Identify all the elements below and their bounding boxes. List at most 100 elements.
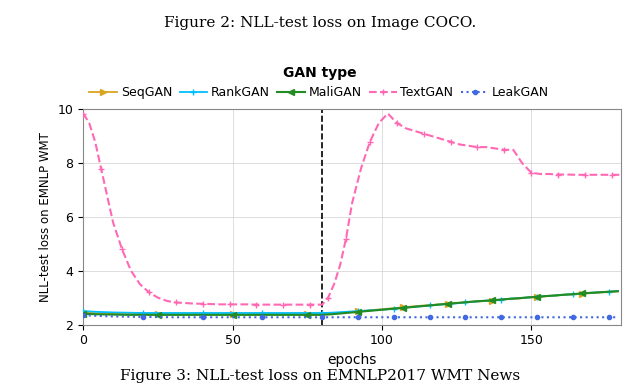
LeakGAN [408, 315, 415, 319]
LeakGAN [524, 315, 532, 319]
MaliGAN [289, 312, 296, 317]
MaliGAN [273, 312, 281, 317]
SeqGAN [259, 312, 266, 317]
MaliGAN [506, 296, 514, 301]
LeakGAN [515, 315, 523, 319]
RankGAN [363, 308, 371, 313]
MaliGAN [578, 291, 586, 296]
TextGAN [253, 302, 260, 307]
LeakGAN [273, 315, 281, 319]
LeakGAN [289, 315, 296, 319]
MaliGAN [124, 312, 132, 317]
LeakGAN [533, 315, 541, 319]
LeakGAN [154, 315, 162, 319]
LeakGAN [345, 315, 353, 319]
LeakGAN [506, 315, 514, 319]
MaliGAN [303, 312, 311, 317]
TextGAN [235, 302, 243, 307]
MaliGAN [345, 310, 353, 315]
SeqGAN [244, 312, 252, 317]
MaliGAN [327, 312, 335, 317]
RankGAN [79, 309, 87, 314]
MaliGAN [452, 301, 460, 305]
MaliGAN [488, 298, 496, 303]
SeqGAN [214, 312, 221, 317]
RankGAN [587, 291, 595, 295]
LeakGAN [169, 315, 177, 319]
MaliGAN [336, 311, 344, 316]
RankGAN [542, 294, 550, 298]
MaliGAN [169, 312, 177, 317]
RankGAN [470, 300, 478, 304]
LeakGAN [461, 315, 469, 319]
SeqGAN [199, 312, 207, 317]
MaliGAN [417, 304, 424, 308]
LeakGAN [542, 315, 550, 319]
LeakGAN [336, 315, 344, 319]
SeqGAN [303, 312, 311, 317]
RankGAN [479, 299, 487, 303]
Line: TextGAN: TextGAN [80, 110, 624, 308]
SeqGAN [461, 300, 469, 305]
SeqGAN [408, 304, 415, 309]
MaliGAN [199, 312, 207, 317]
MaliGAN [479, 299, 487, 303]
SeqGAN [470, 300, 478, 304]
LeakGAN [551, 315, 559, 319]
TextGAN [545, 172, 553, 176]
RankGAN [214, 310, 221, 315]
MaliGAN [614, 289, 621, 294]
RankGAN [372, 308, 380, 312]
SeqGAN [614, 289, 621, 294]
LeakGAN [372, 315, 380, 319]
MaliGAN [214, 312, 221, 317]
RankGAN [169, 310, 177, 315]
LeakGAN [109, 314, 117, 319]
Legend: SeqGAN, RankGAN, MaliGAN, TextGAN, LeakGAN: SeqGAN, RankGAN, MaliGAN, TextGAN, LeakG… [90, 66, 549, 99]
SeqGAN [94, 311, 102, 316]
MaliGAN [444, 301, 451, 306]
MaliGAN [533, 294, 541, 299]
LeakGAN [497, 315, 505, 319]
TextGAN [199, 301, 207, 306]
RankGAN [578, 291, 586, 296]
RankGAN [336, 310, 344, 314]
LeakGAN [605, 315, 612, 319]
TextGAN [79, 111, 87, 116]
RankGAN [139, 310, 147, 315]
MaliGAN [244, 312, 252, 317]
RankGAN [614, 289, 621, 293]
RankGAN [259, 310, 266, 315]
LeakGAN [259, 315, 266, 319]
LeakGAN [228, 315, 236, 319]
Y-axis label: NLL-test loss on EMNLP WMT: NLL-test loss on EMNLP WMT [39, 132, 52, 302]
LeakGAN [327, 315, 335, 319]
RankGAN [289, 310, 296, 315]
LeakGAN [244, 315, 252, 319]
SeqGAN [551, 293, 559, 298]
SeqGAN [228, 312, 236, 317]
SeqGAN [524, 295, 532, 300]
RankGAN [452, 301, 460, 306]
MaliGAN [94, 312, 102, 317]
LeakGAN [399, 315, 406, 319]
SeqGAN [569, 292, 577, 297]
RankGAN [199, 310, 207, 315]
TextGAN [599, 172, 607, 177]
SeqGAN [578, 292, 586, 296]
LeakGAN [479, 315, 487, 319]
TextGAN [617, 172, 625, 177]
LeakGAN [488, 315, 496, 319]
SeqGAN [363, 308, 371, 313]
TextGAN [348, 201, 356, 206]
RankGAN [569, 292, 577, 296]
LeakGAN [318, 315, 326, 319]
RankGAN [318, 310, 326, 315]
MaliGAN [381, 307, 388, 312]
SeqGAN [381, 307, 388, 311]
LeakGAN [435, 315, 442, 319]
MaliGAN [139, 312, 147, 317]
SeqGAN [154, 312, 162, 317]
MaliGAN [435, 302, 442, 307]
MaliGAN [363, 309, 371, 314]
